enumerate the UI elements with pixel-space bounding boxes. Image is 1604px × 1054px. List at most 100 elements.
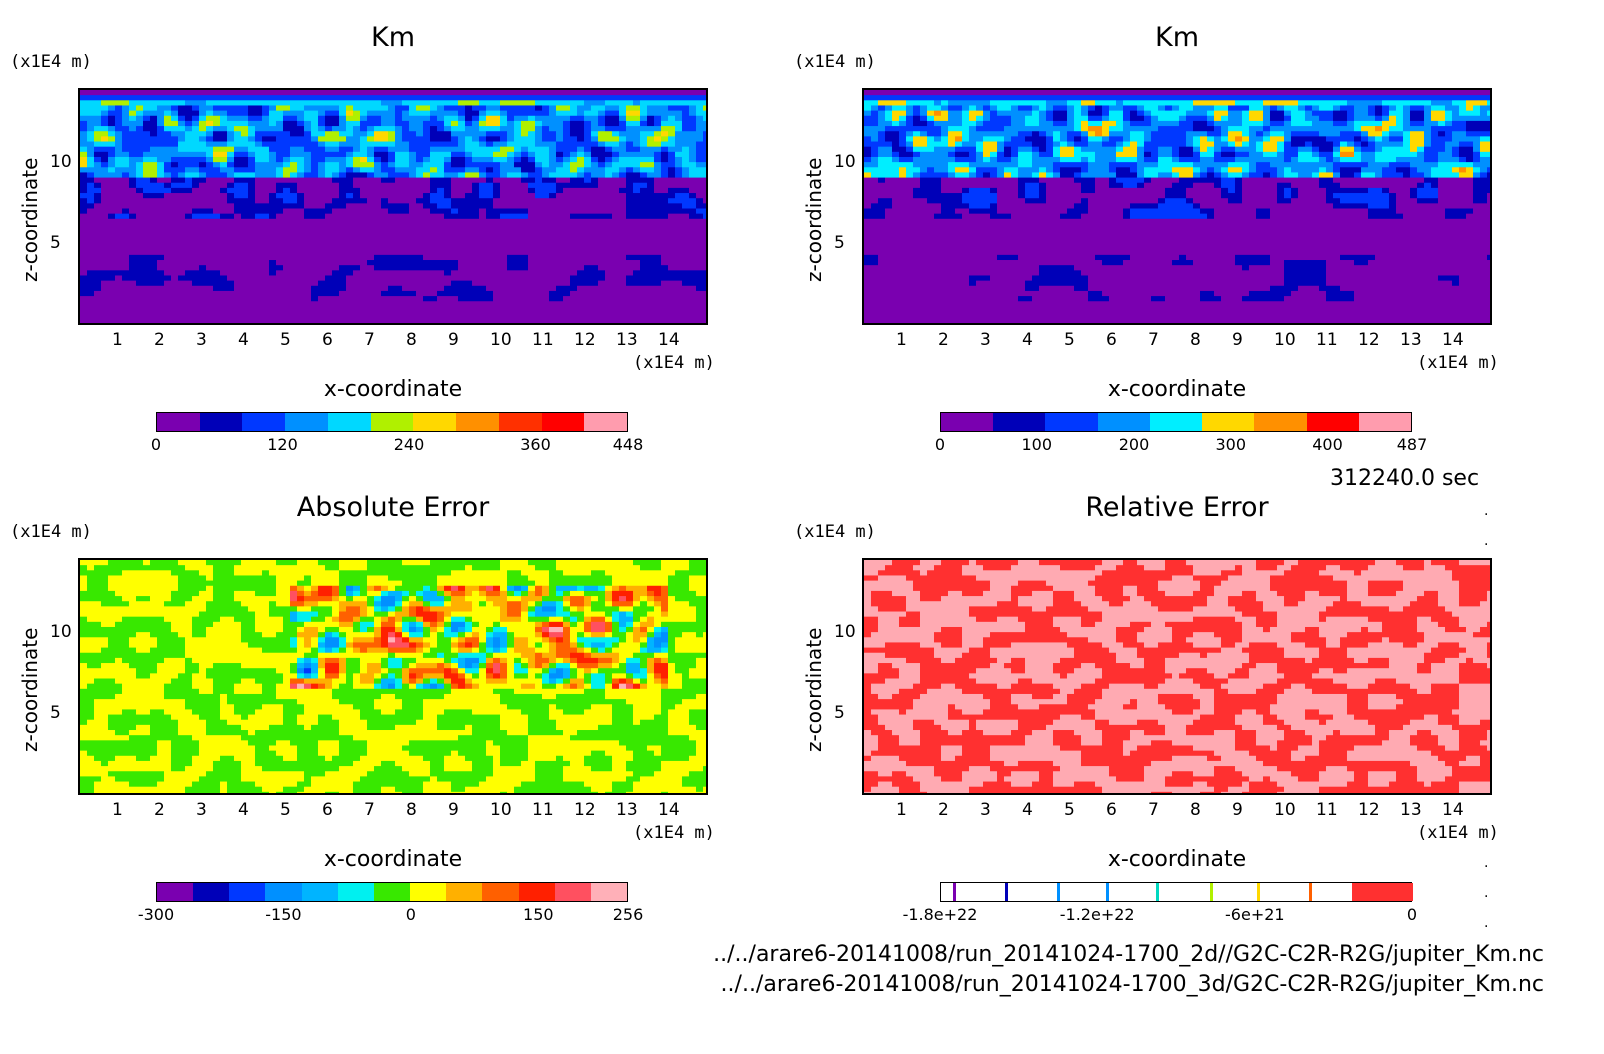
- chart-panel: Relative Error (x1E4 m) z-coordinate 1 2 3 4 5 6…: [784, 470, 1568, 940]
- x-tick-label: 10: [1274, 800, 1296, 820]
- x-tick-label: 4: [238, 800, 249, 820]
- colorbar-swatch: [1254, 413, 1307, 431]
- colorbar-swatch: [193, 883, 230, 901]
- x-tick-label: 2: [938, 330, 949, 350]
- colorbar-swatch: [1097, 413, 1150, 431]
- timestamp-label: 312240.0 sec: [1330, 466, 1480, 491]
- y-tick-label: 10: [50, 621, 72, 642]
- colorbar: [940, 412, 1412, 432]
- x-tick-label: 7: [1148, 800, 1159, 820]
- x-tick-label: 14: [1442, 330, 1464, 350]
- x-axis-unit: (x1E4 m): [1417, 823, 1499, 843]
- x-tick-label: 9: [1232, 330, 1243, 350]
- x-tick-label: 8: [406, 800, 417, 820]
- colorbar-marker: [1056, 883, 1060, 901]
- heatmap-field: [80, 560, 706, 793]
- colorbar-swatch: [456, 413, 499, 431]
- x-tick-label: 8: [406, 330, 417, 350]
- colorbar-swatch: [1306, 413, 1359, 431]
- x-tick-label: 13: [616, 800, 638, 820]
- colorbar-swatch: [1351, 883, 1413, 901]
- x-tick-label: 11: [532, 800, 554, 820]
- y-axis-unit: (x1E4 m): [10, 52, 92, 72]
- y-axis-label: z-coordinate: [802, 157, 826, 282]
- colorbar-swatch: [1045, 413, 1098, 431]
- x-tick-label: 4: [238, 330, 249, 350]
- marker-dot: .: [1484, 915, 1489, 931]
- colorbar-marker: [952, 883, 956, 901]
- x-tick-label: 2: [154, 800, 165, 820]
- colorbar-swatch: [554, 883, 591, 901]
- colorbar-swatch: [229, 883, 266, 901]
- x-tick-label: 13: [616, 330, 638, 350]
- colorbar-tick-label: 448: [612, 435, 644, 454]
- x-tick-label: 8: [1190, 330, 1201, 350]
- x-tick-label: 5: [280, 330, 291, 350]
- colorbar-tick-label: 256: [612, 905, 644, 924]
- x-axis-label: x-coordinate: [323, 847, 463, 872]
- colorbar-tick-label: 0: [1406, 905, 1418, 924]
- colorbar-marker: [1004, 883, 1008, 901]
- colorbar: [940, 882, 1413, 902]
- marker-dot: .: [1484, 533, 1489, 549]
- colorbar-tick-label: 200: [1118, 435, 1150, 454]
- x-axis-unit: (x1E4 m): [1417, 353, 1499, 373]
- colorbar-swatch: [410, 883, 447, 901]
- x-tick-label: 4: [1022, 800, 1033, 820]
- x-tick-label: 1: [896, 330, 907, 350]
- colorbar-marker: [1155, 883, 1159, 901]
- colorbar-swatch: [482, 883, 519, 901]
- x-tick-label: 6: [1106, 800, 1117, 820]
- heatmap-plot: [862, 88, 1492, 325]
- colorbar-tick-label: -300: [137, 905, 175, 924]
- chart-panel: Km (x1E4 m) z-coordinate 1 2 3 4 5 6 7 8 9 10 11 12 13 1…: [0, 0, 784, 470]
- x-tick-label: 11: [1316, 800, 1338, 820]
- x-tick-label: 9: [448, 330, 459, 350]
- heatmap-plot: [78, 88, 708, 325]
- colorbar-tick-label: 240: [393, 435, 425, 454]
- colorbar-marker: [1106, 883, 1110, 901]
- chart-title: Km: [370, 22, 415, 53]
- x-tick-label: 9: [1232, 800, 1243, 820]
- chart-title: Absolute Error: [296, 492, 490, 523]
- x-axis-label: x-coordinate: [1107, 377, 1247, 402]
- x-tick-label: 5: [280, 800, 291, 820]
- x-tick-label: 7: [364, 330, 375, 350]
- y-tick-label: 5: [50, 233, 61, 254]
- colorbar-tick-label: 400: [1312, 435, 1343, 454]
- y-axis-unit: (x1E4 m): [10, 522, 92, 542]
- x-tick-label: 10: [490, 330, 512, 350]
- colorbar-swatch: [993, 413, 1046, 431]
- x-axis-label: x-coordinate: [1107, 847, 1247, 872]
- colorbar-swatch: [327, 413, 371, 431]
- x-tick-label: 6: [322, 800, 333, 820]
- x-axis-unit: (x1E4 m): [633, 823, 715, 843]
- x-tick-label: 10: [1274, 330, 1296, 350]
- colorbar-swatch: [199, 413, 243, 431]
- x-tick-label: 6: [322, 330, 333, 350]
- y-axis-unit: (x1E4 m): [794, 522, 876, 542]
- marker-dot: .: [1484, 855, 1489, 871]
- x-tick-label: 12: [1358, 800, 1380, 820]
- x-tick-label: 7: [364, 800, 375, 820]
- colorbar-tick-label: 120: [267, 435, 298, 454]
- colorbar-swatch: [157, 413, 200, 431]
- x-tick-label: 9: [448, 800, 459, 820]
- colorbar-marker: [1210, 883, 1214, 901]
- x-tick-label: 8: [1190, 800, 1201, 820]
- colorbar-swatch: [157, 883, 194, 901]
- x-tick-label: 6: [1106, 330, 1117, 350]
- chart-panel: Absolute Error (x1E4 m) z-coordinate 1 2 3 4 5 6…: [0, 470, 784, 940]
- y-tick-label: 10: [834, 621, 856, 642]
- x-tick-label: 12: [574, 330, 596, 350]
- x-tick-label: 11: [532, 330, 554, 350]
- colorbar-tick-label: 100: [1021, 435, 1053, 454]
- x-tick-label: 3: [196, 330, 207, 350]
- colorbar: [156, 412, 628, 432]
- colorbar-swatch: [285, 413, 328, 431]
- colorbar-tick-label: -150: [265, 905, 302, 924]
- y-tick-label: 5: [834, 703, 845, 724]
- x-tick-label: 3: [980, 330, 991, 350]
- heatmap-field: [864, 90, 1490, 323]
- footer-line-1: ../../arare6-20141008/run_20141024-1700_…: [713, 942, 1544, 967]
